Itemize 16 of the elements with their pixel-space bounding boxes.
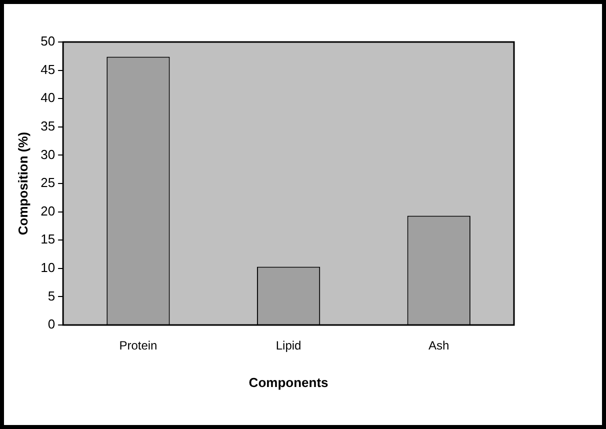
y-tick-label: 40	[40, 90, 56, 106]
y-tick-label: 45	[40, 62, 56, 77]
y-tick-label: 20	[40, 203, 56, 218]
x-tick-label: Ash	[428, 338, 450, 353]
y-tick-label: 0	[48, 316, 56, 332]
x-tick-label: Lipid	[276, 338, 302, 353]
y-tick-label: 35	[40, 118, 56, 134]
y-tick-label: 50	[40, 34, 56, 49]
y-tick-label: 25	[40, 175, 56, 190]
y-tick-label: 15	[40, 232, 56, 247]
y-axis-title: Composition (%)	[15, 132, 30, 236]
x-axis-title: Components	[248, 374, 328, 390]
x-tick-label: Protein	[119, 338, 158, 353]
y-tick-label: 30	[40, 146, 56, 162]
y-tick-label: 10	[40, 260, 56, 275]
y-tick-label: 5	[48, 288, 56, 304]
